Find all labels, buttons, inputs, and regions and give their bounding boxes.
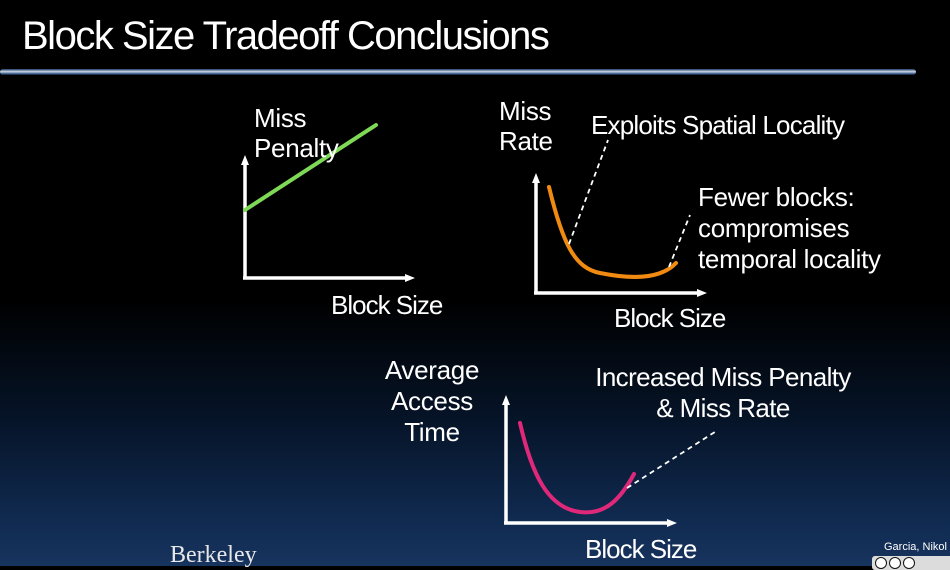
noncommercial-icon xyxy=(903,557,915,569)
access-time-annotation-line2: & Miss Rate xyxy=(656,393,790,423)
miss-rate-curve xyxy=(547,185,678,279)
access-time-curve xyxy=(518,421,636,515)
slide-title: Block Size Tradeoff Conclusions xyxy=(22,14,550,58)
miss-rate-ylabel: Miss Rate xyxy=(499,96,569,156)
spatial-locality-annotation: Exploits Spatial Locality xyxy=(591,110,845,140)
access-time-ylabel-line2: Access xyxy=(390,386,473,416)
access-time-ylabel-line1: Average xyxy=(384,355,480,385)
attribution-icon xyxy=(889,557,901,569)
access-time-ylabel-line3: Time xyxy=(404,417,460,447)
miss-rate-ylabel-text: Miss Rate xyxy=(499,96,553,156)
title-divider xyxy=(0,69,916,75)
author-credit: Garcia, Nikol xyxy=(884,541,947,553)
miss-penalty-xlabel: Block Size xyxy=(331,290,443,320)
miss-penalty-ylabel: Miss Penalty xyxy=(254,103,394,163)
access-time-annotation-line1: Increased Miss Penalty xyxy=(595,362,851,392)
miss-penalty-ylabel-text: Miss Penalty xyxy=(254,103,339,163)
temporal-annotation-line2: compromises xyxy=(698,213,850,243)
berkeley-logo: Berkeley xyxy=(170,542,257,568)
miss-rate-chart xyxy=(532,139,707,297)
miss-penalty-line xyxy=(243,123,378,212)
spatial-locality-pointer xyxy=(568,139,609,245)
access-time-chart xyxy=(502,395,719,527)
creative-commons-badge xyxy=(872,556,950,570)
access-time-xlabel: Block Size xyxy=(585,534,697,564)
temporal-locality-pointer xyxy=(668,214,691,268)
miss-rate-xlabel: Block Size xyxy=(614,303,726,333)
miss-penalty-chart xyxy=(241,123,415,282)
temporal-annotation-line1: Fewer blocks: xyxy=(698,182,855,212)
miss-penalty-rate-pointer xyxy=(626,429,719,489)
cc-icon xyxy=(875,557,887,569)
temporal-annotation-line3: temporal locality xyxy=(698,244,881,274)
